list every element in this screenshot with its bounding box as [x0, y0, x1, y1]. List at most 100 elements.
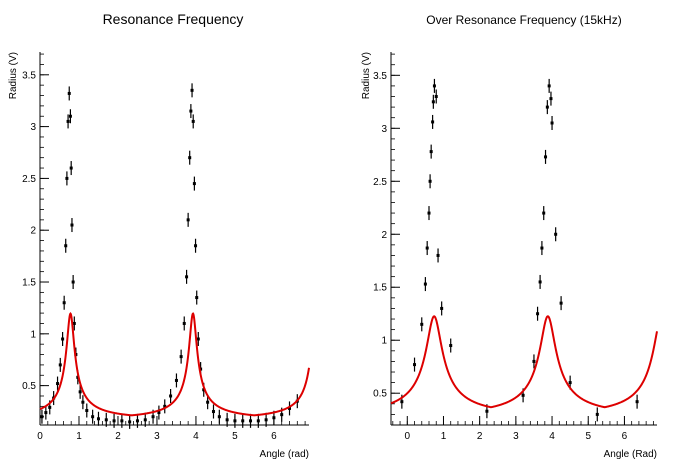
data-point	[174, 373, 178, 388]
data-point	[104, 412, 108, 427]
point-marker	[521, 393, 525, 397]
point-marker	[532, 359, 536, 363]
point-marker	[233, 419, 237, 423]
point-marker	[58, 363, 62, 367]
point-marker	[540, 246, 544, 250]
data-point	[68, 109, 72, 124]
data-point	[256, 413, 260, 428]
point-marker	[188, 156, 192, 160]
point-marker	[595, 412, 599, 416]
data-point	[169, 388, 173, 403]
data-point	[542, 206, 546, 221]
data-point	[163, 399, 167, 414]
point-marker	[151, 415, 155, 419]
point-marker	[538, 280, 542, 284]
y-tick-label: 2	[30, 226, 36, 237]
x-tick-label: 0	[37, 431, 43, 442]
point-marker	[67, 91, 71, 95]
point-marker	[182, 321, 186, 325]
data-point	[64, 238, 68, 253]
data-point	[196, 332, 200, 347]
y-tick-label: 3.5	[373, 71, 387, 82]
data-point	[96, 411, 100, 426]
point-marker	[217, 415, 221, 419]
point-marker	[96, 417, 100, 421]
point-marker	[81, 400, 85, 404]
point-marker	[85, 408, 89, 412]
data-point	[554, 227, 558, 242]
data-point	[72, 316, 76, 331]
data-point	[56, 376, 60, 391]
y-tick-label: 0.5	[373, 389, 387, 400]
y-tick-label: 1	[30, 329, 36, 340]
data-point	[188, 150, 192, 165]
data-point	[545, 100, 549, 115]
data-point	[434, 89, 438, 104]
point-marker	[163, 404, 167, 408]
data-point	[233, 413, 237, 428]
point-marker	[241, 419, 245, 423]
data-point	[143, 412, 147, 427]
point-marker	[413, 363, 417, 367]
point-marker	[427, 211, 431, 215]
data-point	[217, 409, 221, 424]
point-marker	[185, 275, 189, 279]
y-tick-label: 3.5	[22, 70, 36, 81]
y-tick-label: 3	[381, 124, 387, 135]
data-point	[420, 317, 424, 332]
data-point	[431, 114, 435, 129]
point-marker	[559, 301, 563, 305]
data-point	[191, 114, 195, 129]
data-point	[58, 357, 62, 372]
point-marker	[65, 176, 69, 180]
point-marker	[485, 409, 489, 413]
point-marker	[428, 179, 432, 183]
data-point	[65, 171, 69, 186]
data-point	[44, 405, 48, 420]
point-marker	[423, 282, 427, 286]
data-point	[206, 395, 210, 410]
point-marker	[554, 232, 558, 236]
point-marker	[249, 419, 253, 423]
data-point	[189, 104, 193, 119]
y-axis-label: Radius (V)	[361, 52, 372, 99]
point-marker	[61, 337, 65, 341]
point-marker	[68, 114, 72, 118]
data-point	[120, 413, 124, 428]
data-point	[427, 206, 431, 221]
point-marker	[186, 218, 190, 222]
point-marker	[420, 322, 424, 326]
x-tick-label: 6	[622, 431, 628, 442]
data-point	[288, 401, 292, 416]
y-axis-label: Radius (V)	[8, 52, 19, 99]
data-point	[91, 409, 95, 424]
point-marker	[449, 344, 453, 348]
point-marker	[536, 312, 540, 316]
chart-title: Over Resonance Frequency (15kHz)	[426, 13, 621, 27]
data-point	[423, 277, 427, 292]
point-marker	[431, 120, 435, 124]
point-marker	[135, 419, 139, 423]
data-point	[532, 354, 536, 369]
data-point	[440, 301, 444, 316]
point-marker	[120, 419, 124, 423]
point-marker	[425, 246, 429, 250]
data-point	[449, 338, 453, 353]
point-marker	[48, 405, 52, 409]
data-point	[195, 290, 199, 305]
data-point	[595, 407, 599, 422]
x-tick-label: 1	[441, 431, 447, 442]
data-point	[425, 241, 429, 256]
point-marker	[196, 337, 200, 341]
data-point	[249, 413, 253, 428]
data-point	[70, 218, 74, 233]
data-point	[190, 83, 194, 98]
data-point	[67, 86, 71, 101]
point-marker	[44, 411, 48, 415]
point-marker	[128, 420, 132, 424]
fit-curve	[390, 315, 658, 409]
point-marker	[64, 244, 68, 248]
x-tick-label: 2	[477, 431, 483, 442]
point-marker	[104, 418, 108, 422]
